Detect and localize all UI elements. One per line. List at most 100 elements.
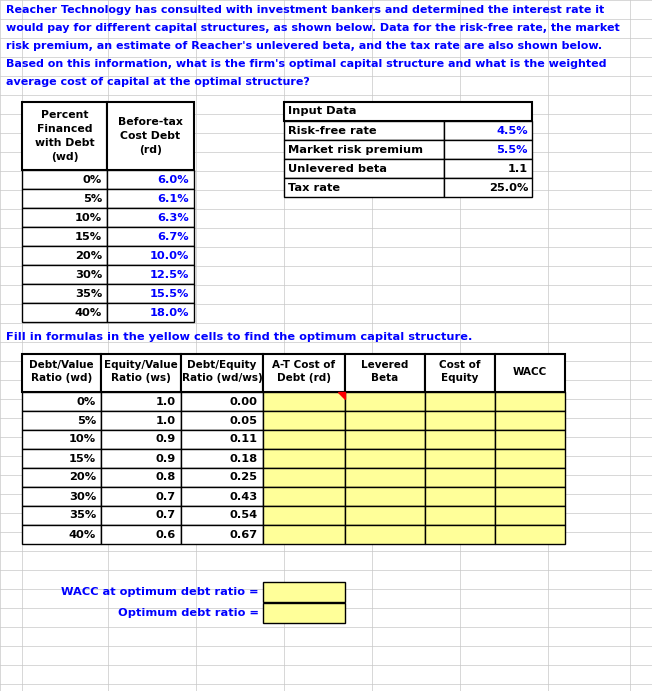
Bar (101, 468, 181, 487)
Bar (107, 284, 194, 303)
Bar (263, 582, 345, 602)
Bar (22, 411, 101, 430)
Text: 15%: 15% (75, 231, 102, 241)
Bar (22, 430, 101, 449)
Text: 18.0%: 18.0% (149, 307, 189, 317)
Bar (345, 506, 425, 525)
Text: 6.0%: 6.0% (157, 175, 189, 184)
Bar (107, 246, 194, 265)
Bar (22, 525, 101, 544)
Bar (444, 140, 532, 159)
Text: Tax rate: Tax rate (288, 182, 340, 193)
Text: 6.3%: 6.3% (157, 213, 189, 223)
Text: 0.9: 0.9 (156, 453, 176, 464)
Bar (495, 525, 565, 544)
Text: Financed: Financed (37, 124, 92, 134)
Bar (425, 354, 495, 392)
Text: Fill in formulas in the yellow cells to find the optimum capital structure.: Fill in formulas in the yellow cells to … (6, 332, 473, 342)
Text: Unlevered beta: Unlevered beta (288, 164, 387, 173)
Text: 10%: 10% (75, 213, 102, 223)
Text: A-T Cost of: A-T Cost of (273, 360, 336, 370)
Bar (284, 121, 444, 140)
Bar (263, 392, 345, 411)
Bar (22, 189, 107, 208)
Bar (181, 487, 263, 506)
Text: 12.5%: 12.5% (149, 269, 189, 279)
Bar (101, 354, 181, 392)
Bar (181, 411, 263, 430)
Bar (345, 487, 425, 506)
Bar (345, 354, 425, 392)
Bar (345, 392, 425, 411)
Bar (495, 354, 565, 392)
Bar (22, 354, 101, 392)
Text: Reacher Technology has consulted with investment bankers and determined the inte: Reacher Technology has consulted with in… (6, 5, 604, 15)
Text: 5.5%: 5.5% (497, 144, 528, 155)
Text: 0.6: 0.6 (156, 529, 176, 540)
Bar (22, 506, 101, 525)
Text: WACC at optimum debt ratio =: WACC at optimum debt ratio = (61, 587, 259, 597)
Bar (107, 303, 194, 322)
Bar (181, 468, 263, 487)
Text: 35%: 35% (68, 511, 96, 520)
Bar (345, 468, 425, 487)
Bar (495, 392, 565, 411)
Text: Equity/Value: Equity/Value (104, 360, 178, 370)
Text: 1.1: 1.1 (508, 164, 528, 173)
Bar (22, 487, 101, 506)
Bar (107, 170, 194, 189)
Text: Levered: Levered (361, 360, 409, 370)
Text: Risk-free rate: Risk-free rate (288, 126, 377, 135)
Text: Ratio (wd): Ratio (wd) (31, 373, 92, 383)
Bar (22, 449, 101, 468)
Bar (22, 265, 107, 284)
Text: Beta: Beta (372, 373, 398, 383)
Text: 20%: 20% (75, 251, 102, 261)
Text: 0.05: 0.05 (230, 415, 258, 426)
Text: Input Data: Input Data (288, 106, 357, 116)
Text: Before-tax: Before-tax (118, 117, 183, 127)
Text: Equity: Equity (441, 373, 479, 383)
Bar (425, 506, 495, 525)
Text: 0%: 0% (83, 175, 102, 184)
Text: 1.0: 1.0 (156, 397, 176, 406)
Bar (107, 189, 194, 208)
Text: 0.67: 0.67 (230, 529, 258, 540)
Bar (181, 430, 263, 449)
Text: Cost Debt: Cost Debt (121, 131, 181, 141)
Bar (284, 178, 444, 197)
Text: 6.1%: 6.1% (157, 193, 189, 204)
Text: 0.8: 0.8 (156, 473, 176, 482)
Text: Optimum debt ratio =: Optimum debt ratio = (118, 608, 259, 618)
Text: 10.0%: 10.0% (149, 251, 189, 261)
Bar (107, 102, 194, 170)
Bar (101, 430, 181, 449)
Bar (425, 449, 495, 468)
Bar (22, 227, 107, 246)
Text: 4.5%: 4.5% (496, 126, 528, 135)
Text: Cost of: Cost of (439, 360, 481, 370)
Bar (22, 392, 101, 411)
Bar (263, 468, 345, 487)
Bar (263, 354, 345, 392)
Bar (107, 265, 194, 284)
Text: 5%: 5% (83, 193, 102, 204)
Bar (425, 411, 495, 430)
Text: 0.43: 0.43 (230, 491, 258, 502)
Bar (425, 392, 495, 411)
Text: Percent: Percent (40, 110, 88, 120)
Text: average cost of capital at the optimal structure?: average cost of capital at the optimal s… (6, 77, 310, 87)
Bar (22, 208, 107, 227)
Text: 10%: 10% (69, 435, 96, 444)
Bar (345, 430, 425, 449)
Bar (263, 449, 345, 468)
Text: 0.54: 0.54 (230, 511, 258, 520)
Text: Based on this information, what is the firm's optimal capital structure and what: Based on this information, what is the f… (6, 59, 606, 69)
Polygon shape (338, 392, 345, 399)
Bar (444, 178, 532, 197)
Bar (22, 284, 107, 303)
Bar (495, 430, 565, 449)
Text: 0.11: 0.11 (230, 435, 258, 444)
Bar (22, 102, 107, 170)
Text: Ratio (wd/ws): Ratio (wd/ws) (182, 373, 262, 383)
